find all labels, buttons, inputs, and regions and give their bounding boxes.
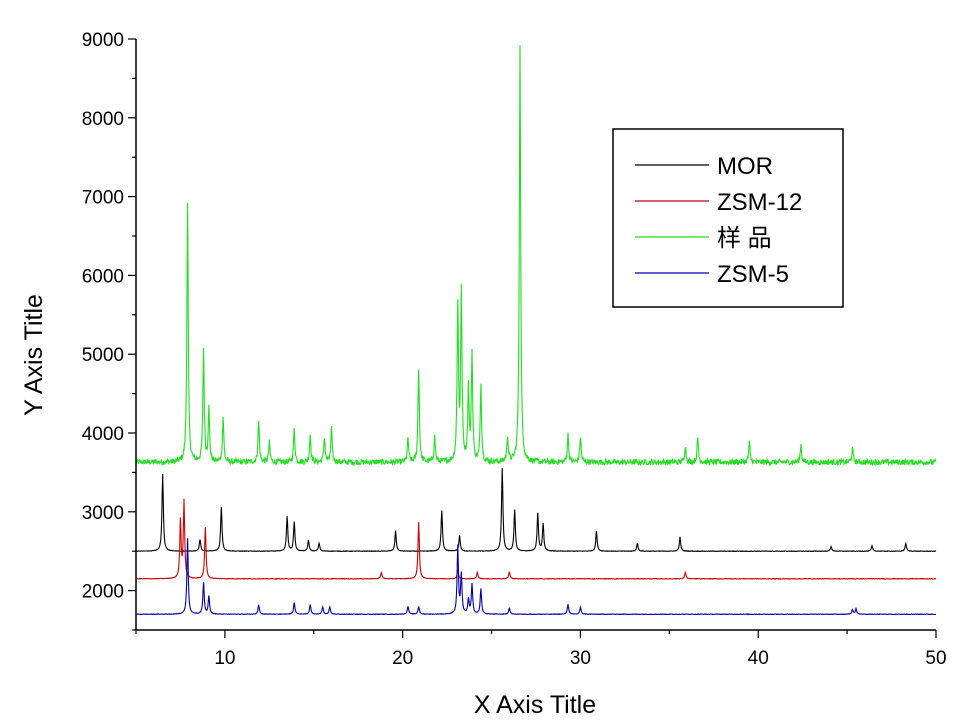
- legend-label-3: ZSM-5: [717, 261, 789, 288]
- y-axis-title: Y Axis Title: [20, 294, 48, 416]
- legend-label-2: 样 品: [717, 225, 772, 252]
- y-tick-label: 3000: [82, 503, 124, 524]
- axes: 2000 3000 4000 5000 6000 7000 8000 9000 10 20 30 40…: [82, 30, 947, 669]
- series-line-0: [135, 468, 937, 553]
- series-line-3: [135, 538, 937, 616]
- legend-label-1: ZSM-12: [717, 189, 802, 216]
- x-tick-label: 40: [748, 648, 769, 669]
- y-tick-label: 9000: [82, 30, 124, 51]
- y-tick-label: 8000: [82, 109, 124, 130]
- legend-box: [612, 128, 844, 308]
- plot-area: [135, 45, 937, 616]
- legend: MOR ZSM-12 样 品 ZSM-5: [612, 128, 844, 308]
- y-tick-label: 5000: [82, 345, 124, 366]
- series-line-1: [135, 498, 937, 580]
- y-tick-label: 4000: [82, 424, 124, 445]
- x-tick-label: 50: [925, 648, 946, 669]
- y-tick-label: 7000: [82, 188, 124, 209]
- x-tick-label: 10: [214, 648, 235, 669]
- x-tick-label: 30: [570, 648, 591, 669]
- x-tick-label: 20: [392, 648, 413, 669]
- series-line-2: [135, 45, 937, 467]
- y-tick-label: 2000: [82, 582, 124, 603]
- y-tick-label: 6000: [82, 266, 124, 287]
- x-axis-title: X Axis Title: [474, 691, 596, 719]
- legend-label-0: MOR: [717, 153, 773, 180]
